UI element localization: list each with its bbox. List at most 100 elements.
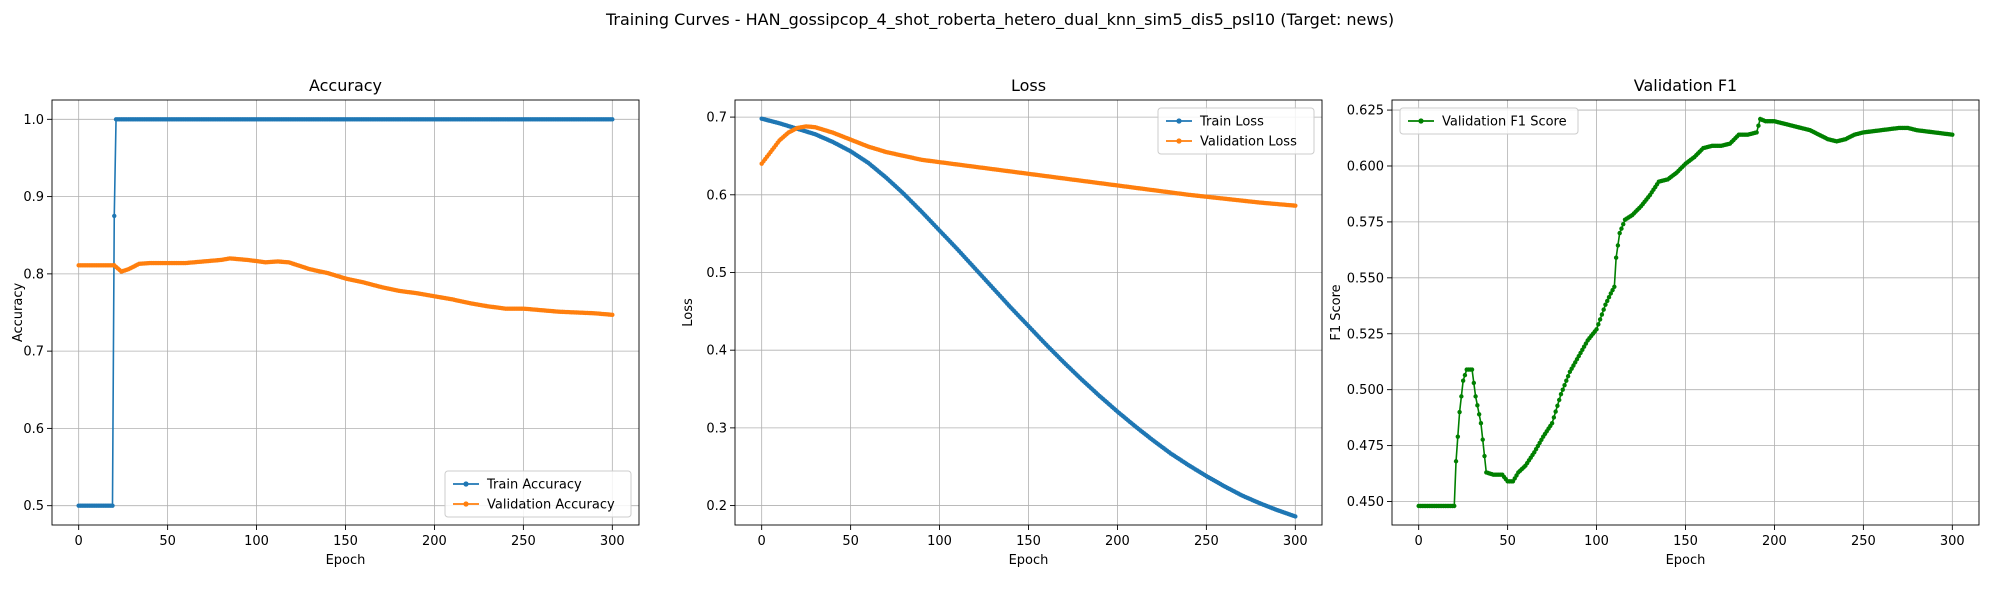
data-point: [1475, 403, 1480, 408]
data-point: [1615, 243, 1621, 248]
data-point: [1551, 415, 1557, 420]
x-tick-label: 200: [1762, 534, 1787, 549]
data-point: [1558, 391, 1564, 397]
data-point: [1603, 302, 1608, 307]
y-tick-label: 0.2: [706, 499, 727, 514]
y-tick-label: 0.625: [1347, 104, 1384, 119]
x-tick-label: 100: [1584, 534, 1609, 549]
series-validation-loss: [759, 124, 1298, 208]
data-point: [1612, 284, 1617, 289]
y-tick-label: 0.475: [1347, 439, 1384, 454]
data-point: [110, 503, 115, 508]
x-tick-label: 300: [1940, 534, 1965, 549]
y-tick-label: 0.7: [706, 111, 727, 126]
legend: Validation F1 Score: [1399, 107, 1579, 135]
y-axis-label: Loss: [681, 298, 696, 327]
y-tick-label: 0.600: [1347, 159, 1384, 174]
x-tick-label: 50: [159, 534, 176, 549]
series-validation-f1-score: [1416, 116, 1955, 509]
data-point: [1756, 123, 1761, 128]
y-tick-label: 0.575: [1347, 215, 1384, 230]
data-point: [1950, 132, 1955, 137]
x-tick-label: 0: [1415, 534, 1423, 549]
legend: Train Loss Validation Loss: [1157, 107, 1315, 155]
x-axis-label: Epoch: [1009, 553, 1049, 568]
data-point: [1473, 394, 1478, 399]
x-tick-label: 50: [842, 534, 859, 549]
data-point: [1564, 378, 1569, 383]
y-tick-label: 1.0: [23, 113, 44, 128]
y-tick-label: 0.5: [706, 266, 727, 281]
y-axis-label: Accuracy: [11, 283, 26, 343]
data-point: [1613, 255, 1619, 260]
data-point: [112, 213, 117, 219]
data-point: [1621, 221, 1626, 227]
x-tick-label: 100: [927, 534, 952, 549]
y-tick-label: 0.9: [23, 190, 44, 205]
grid-lines: [735, 100, 1322, 525]
panel-title: Loss: [1011, 76, 1046, 95]
legend-swatch-marker: [1418, 118, 1424, 124]
x-tick-label: 300: [600, 534, 625, 549]
data-point: [1565, 374, 1571, 379]
x-tick-label: 150: [1016, 534, 1041, 549]
x-tick-label: 0: [758, 534, 766, 549]
data-point: [1606, 295, 1612, 300]
series-validation-accuracy: [76, 256, 615, 318]
figure-suptitle: Training Curves - HAN_gossipcop_4_shot_r…: [605, 10, 1394, 30]
legend-swatch-marker: [1176, 138, 1182, 144]
data-point: [1596, 322, 1601, 327]
data-point: [1619, 226, 1624, 231]
data-point: [1557, 397, 1562, 403]
series-train-loss: [759, 116, 1298, 519]
y-tick-label: 0.6: [23, 422, 44, 437]
chart-panel-3: 0 50 100 150 200 250 300 0.450 0.475 0.500 0.525 0.…: [1329, 76, 1980, 568]
x-axis-label: Epoch: [1666, 553, 1706, 568]
data-point: [1457, 409, 1462, 415]
legend-entry-label: Validation F1 Score: [1442, 115, 1567, 130]
data-point: [1476, 412, 1482, 417]
data-point: [1599, 312, 1605, 317]
panel-title: Validation F1: [1634, 76, 1737, 95]
data-point: [1462, 372, 1468, 378]
data-point: [1293, 514, 1298, 519]
legend-box: [1399, 107, 1579, 135]
data-point: [1594, 327, 1599, 332]
data-point: [1553, 409, 1558, 414]
data-point: [1601, 307, 1606, 312]
data-point: [1754, 130, 1759, 135]
y-axis-label: F1 Score: [1329, 284, 1344, 340]
data-point: [610, 117, 615, 122]
y-tick-label: 0.500: [1347, 383, 1384, 398]
legend-box: [1157, 107, 1315, 155]
grid-lines: [1392, 100, 1979, 525]
data-point: [1460, 378, 1466, 383]
x-tick-label: 250: [511, 534, 536, 549]
data-point: [1482, 453, 1487, 459]
data-point: [1459, 394, 1464, 399]
legend-box: [444, 470, 632, 518]
data-point: [1555, 403, 1560, 408]
chart-panel-1: 0 50 100 150 200 250 300 0.5 0.6 0.7 0.8 0.9 1.0 Accu…: [11, 76, 640, 568]
legend-swatch-marker: [463, 501, 469, 507]
x-tick-label: 50: [1499, 534, 1516, 549]
data-point: [1480, 437, 1485, 442]
x-tick-label: 200: [1105, 534, 1130, 549]
data-point: [1293, 203, 1298, 208]
y-tick-label: 0.550: [1347, 271, 1384, 286]
data-point: [1478, 421, 1484, 426]
x-tick-label: 200: [422, 534, 447, 549]
data-point: [1560, 387, 1565, 392]
data-point: [1608, 291, 1613, 296]
y-tick-label: 0.8: [23, 267, 44, 282]
y-tick-label: 0.3: [706, 421, 727, 436]
x-tick-label: 150: [333, 534, 358, 549]
data-point: [1455, 434, 1461, 439]
chart-panel-2: 0 50 100 150 200 250 300 0.2 0.3 0.4 0.5 0.6 0.7 Loss…: [681, 76, 1323, 568]
y-tick-label: 0.5: [23, 499, 44, 514]
data-point: [1549, 421, 1555, 426]
data-point: [1617, 230, 1622, 236]
x-tick-label: 250: [1194, 534, 1219, 549]
legend-entry-label: Validation Loss: [1200, 135, 1297, 150]
